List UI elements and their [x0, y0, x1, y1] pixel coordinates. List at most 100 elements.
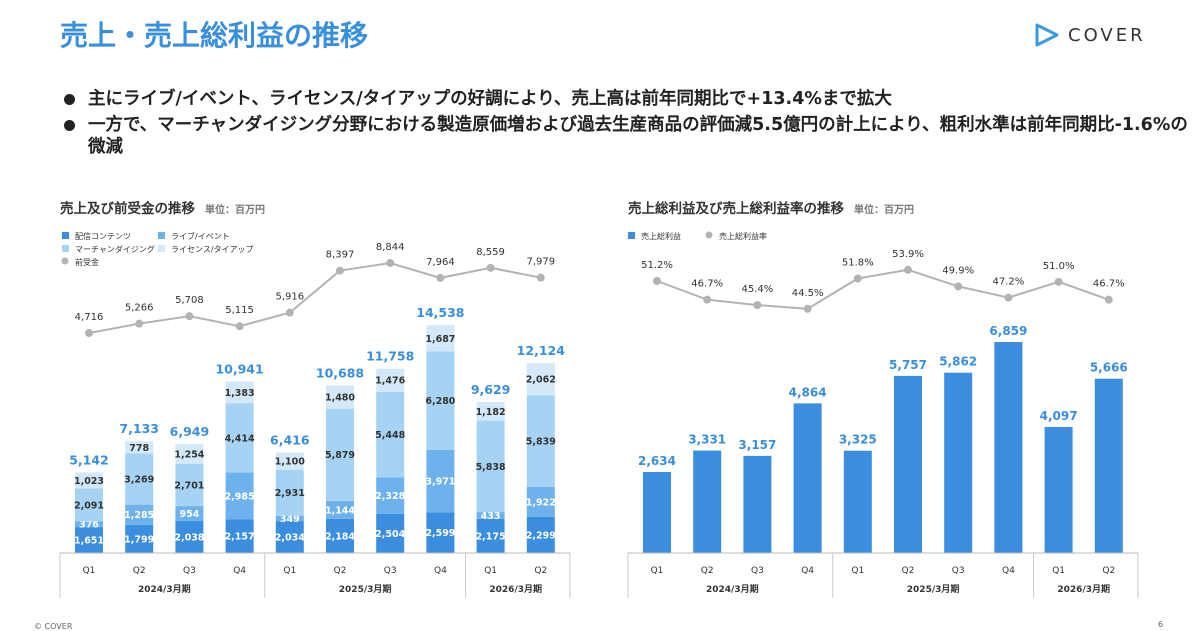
- segment-label: 2,299: [526, 530, 556, 541]
- bar-value-label: 3,325: [839, 433, 877, 447]
- segment-label: 1,799: [124, 534, 154, 545]
- line-point: [1054, 277, 1063, 286]
- x-tick-label: Q1: [851, 566, 864, 576]
- bar-segment: [275, 452, 304, 470]
- group-label: 2026/3月期: [489, 583, 542, 595]
- segment-label: 2,701: [174, 480, 204, 491]
- segment-label: 1,922: [526, 497, 556, 508]
- total-label: 6,416: [270, 432, 310, 447]
- line-series: [88, 261, 541, 334]
- legend-label-0-3: ライセンス/タイアップ: [171, 245, 254, 254]
- segment-label: 2,931: [275, 488, 305, 499]
- right-chart-unit: 単位：百万円: [854, 205, 914, 216]
- bar-segment: [326, 408, 354, 501]
- legend-label-0-2: マーチャンダイジング: [75, 244, 155, 254]
- line-point: [536, 273, 545, 282]
- page-number: 6: [1158, 620, 1164, 629]
- line-point: [1004, 293, 1013, 302]
- segment-label: 2,034: [275, 533, 305, 544]
- line-label: 45.4%: [742, 284, 774, 295]
- bar-segment: [476, 518, 505, 553]
- segment-label: 1,687: [425, 334, 455, 345]
- segment-label: 4,414: [225, 433, 255, 444]
- bar-segment: [1094, 378, 1123, 553]
- bar-segment: [526, 516, 555, 553]
- legend-label-1-0: 売上総利益: [641, 231, 681, 241]
- bar-segment: [526, 362, 555, 396]
- x-tick-label: Q3: [183, 566, 196, 576]
- x-tick-label: Q2: [334, 566, 347, 576]
- total-label: 12,124: [517, 343, 566, 358]
- line-label: 51.2%: [641, 260, 673, 271]
- segment-label: 2,175: [476, 531, 506, 542]
- line-point: [1104, 295, 1113, 304]
- bar-segment: [225, 472, 254, 520]
- line-label: 51.8%: [842, 258, 874, 269]
- bar-segment: [125, 504, 154, 525]
- line-label: 7,979: [526, 257, 555, 268]
- bar-segment: [994, 342, 1023, 553]
- bar-value-label: 6,859: [989, 324, 1027, 338]
- line-point: [436, 273, 445, 282]
- right-chart-title: 売上総利益及び売上総利益率の推移 単位：百万円: [628, 197, 914, 217]
- total-label: 5,142: [69, 452, 109, 467]
- bar-segment: [843, 450, 872, 553]
- segment-label: 5,839: [526, 437, 556, 448]
- segment-label: 2,328: [375, 491, 405, 502]
- bar-segment: [1044, 426, 1073, 553]
- total-label: 10,941: [215, 361, 263, 376]
- bar-segment: [326, 385, 354, 409]
- line-point: [853, 274, 862, 283]
- bar-value-label: 4,864: [789, 385, 827, 399]
- bar-segment: [75, 527, 103, 553]
- segment-label: 2,157: [225, 532, 255, 543]
- segment-label: 5,879: [325, 450, 355, 461]
- group-label: 2025/3月期: [339, 583, 392, 595]
- line-point: [235, 322, 244, 331]
- x-tick-label: Q2: [133, 566, 146, 576]
- segment-label: 1,182: [476, 407, 506, 418]
- segment-label: 1,254: [174, 449, 204, 460]
- bar-value-label: 4,097: [1040, 409, 1078, 423]
- bar-value-label: 3,331: [688, 433, 726, 447]
- bar-segment: [793, 403, 822, 553]
- segment-label: 2,985: [225, 491, 255, 502]
- segment-label: 2,504: [375, 529, 405, 540]
- line-point: [386, 258, 395, 267]
- segment-label: 433: [481, 511, 501, 522]
- line-label: 5,708: [175, 295, 204, 306]
- segment-label: 2,062: [526, 375, 556, 386]
- bar-segment: [693, 450, 722, 553]
- x-tick-label: Q3: [384, 566, 397, 576]
- line-point: [954, 282, 963, 291]
- bar-segment: [125, 453, 154, 505]
- cover-logo-icon: [1035, 23, 1059, 47]
- bar-value-label: 5,757: [889, 358, 927, 372]
- segment-label: 1,476: [375, 376, 405, 387]
- group-label: 2026/3月期: [1057, 583, 1110, 595]
- x-tick-label: Q4: [801, 566, 814, 576]
- segment-label: 5,838: [476, 462, 506, 473]
- legend-swatch-0-1: [158, 232, 165, 239]
- bar-segment: [426, 325, 455, 352]
- bar-segment: [175, 506, 204, 522]
- segment-label: 3,269: [124, 475, 154, 486]
- group-label: 2024/3月期: [706, 583, 759, 595]
- bar-segment: [75, 472, 103, 489]
- bar-segment: [894, 375, 922, 553]
- line-point: [904, 265, 912, 274]
- segment-label: 349: [280, 514, 300, 525]
- summary-bullets: 主にライブ/イベント、ライセンス/タイアップの好調により、売上高は前年同期比で+…: [62, 88, 1200, 162]
- line-point: [85, 329, 93, 337]
- bar-segment: [376, 391, 405, 478]
- legend-label-0-0: 配信コンテンツ: [75, 231, 131, 241]
- group-label: 2025/3月期: [907, 583, 960, 595]
- bar-segment: [526, 486, 555, 517]
- x-tick-label: Q1: [1052, 566, 1065, 576]
- footer-copyright: © COVER: [34, 622, 73, 631]
- segment-label: 5,448: [375, 430, 405, 441]
- line-point: [135, 319, 144, 328]
- bar-segment: [225, 403, 254, 473]
- bar-value-label: 2,634: [638, 454, 676, 468]
- bar-segment: [326, 518, 354, 553]
